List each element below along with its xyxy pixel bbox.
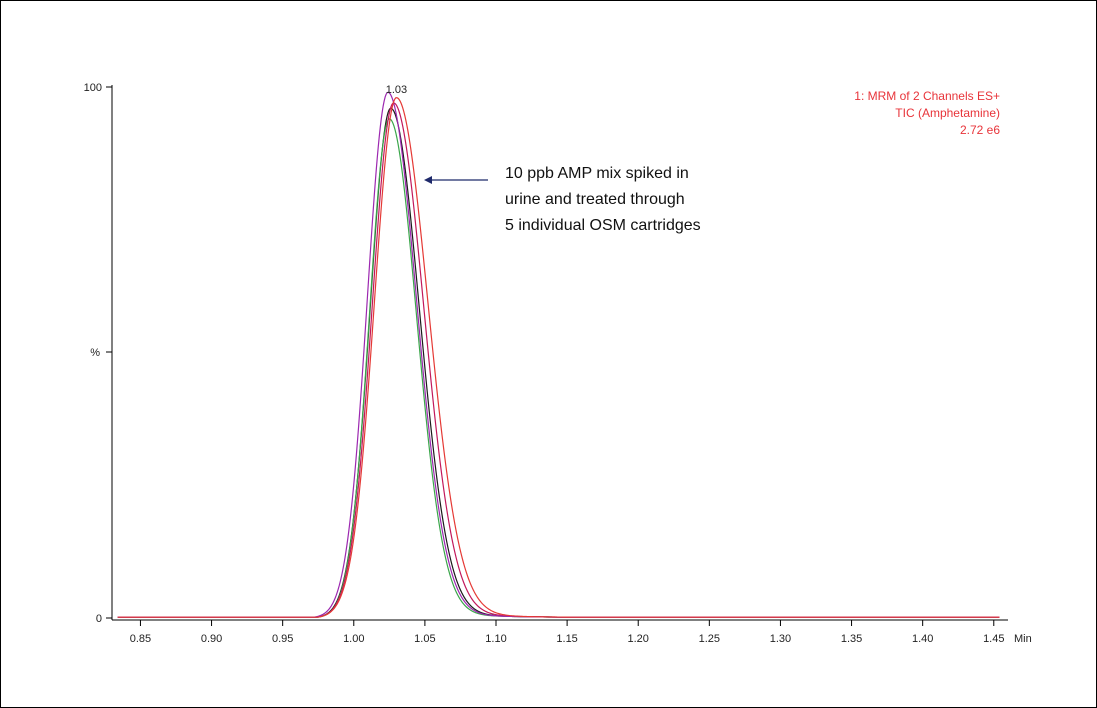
annotation-arrow-head xyxy=(424,176,432,184)
x-tick-label-0.95: 0.95 xyxy=(272,633,293,645)
info-line-3: 2.72 e6 xyxy=(960,123,1000,137)
info-line-2: TIC (Amphetamine) xyxy=(895,106,1000,120)
x-tick-label-1.30: 1.30 xyxy=(770,633,791,645)
x-axis-label: Min xyxy=(1014,633,1032,645)
annotation: 10 ppb AMP mix spiked in urine and treat… xyxy=(424,165,701,234)
y-tick-label-100: 100 xyxy=(84,82,102,94)
x-tick-label-1.15: 1.15 xyxy=(556,633,577,645)
series-layer xyxy=(117,91,1000,618)
annotation-line-3: 5 individual OSM cartridges xyxy=(505,217,701,234)
info-line-1: 1: MRM of 2 Channels ES+ xyxy=(854,89,1000,103)
x-tick-label-1.45: 1.45 xyxy=(983,633,1004,645)
axes-layer: 100 % 0 xyxy=(84,82,1008,625)
peak-label: 1.03 xyxy=(386,84,407,96)
y-tick-label-0: 0 xyxy=(96,613,102,625)
x-tick-label-0.90: 0.90 xyxy=(201,633,222,645)
x-tick-label-1.00: 1.00 xyxy=(343,633,364,645)
series-line-1 xyxy=(117,107,1000,618)
y-axis-label: % xyxy=(90,347,100,359)
info-block: 1: MRM of 2 Channels ES+ TIC (Amphetamin… xyxy=(854,89,1000,137)
x-tick-label-1.20: 1.20 xyxy=(628,633,649,645)
x-tick-label-0.85: 0.85 xyxy=(130,633,151,645)
x-tick-label-1.35: 1.35 xyxy=(841,633,862,645)
x-tick-label-1.10: 1.10 xyxy=(485,633,506,645)
annotation-line-1: 10 ppb AMP mix spiked in xyxy=(505,165,689,182)
x-tick-label-1.40: 1.40 xyxy=(912,633,933,645)
x-tick-label-1.05: 1.05 xyxy=(414,633,435,645)
x-ticks-layer: 0.85 0.90 0.95 1.00 1.05 1.10 1.15 1.20 1.25 1.30… xyxy=(130,620,1004,645)
series-line-5 xyxy=(117,97,1000,618)
x-tick-label-1.25: 1.25 xyxy=(699,633,720,645)
annotation-line-2: urine and treated through xyxy=(505,191,685,208)
